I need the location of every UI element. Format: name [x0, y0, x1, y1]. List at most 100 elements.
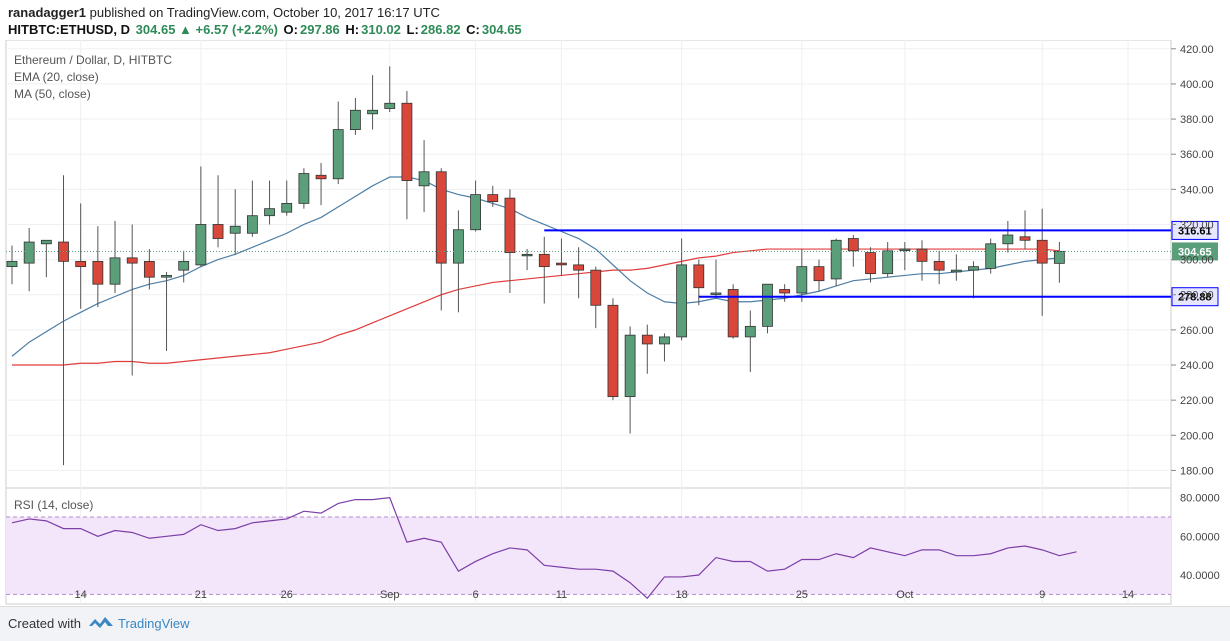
horizontal-levels[interactable]: 304.65 316.61 278.88	[6, 220, 1219, 307]
author-name[interactable]: ranadagger1	[8, 5, 87, 20]
tradingview-logo-icon[interactable]	[88, 614, 114, 632]
candle-body	[521, 253, 533, 257]
candle-body	[229, 225, 241, 234]
legend-ema: EMA (20, close)	[14, 70, 99, 84]
y-tick-label: 380.00	[1180, 114, 1214, 126]
axes: 180.00 200.00 220.00 240.00 260.00 280.00 300.…	[75, 44, 1220, 601]
candle-body	[92, 260, 104, 285]
candle-body	[1002, 234, 1014, 245]
candles	[6, 66, 1065, 466]
candle-body	[573, 264, 585, 271]
candle-body	[367, 109, 378, 115]
legend-rsi: RSI (14, close)	[14, 498, 93, 512]
level-label: 278.88	[1178, 292, 1212, 304]
candle-body	[865, 252, 876, 275]
x-tick-label: 25	[796, 589, 808, 601]
low-label: L:	[406, 22, 419, 37]
candle-body	[882, 250, 894, 275]
candle-body	[538, 253, 550, 268]
x-tick-label: 14	[1122, 589, 1134, 601]
candle-body	[418, 171, 430, 187]
candle-body	[950, 269, 962, 273]
grid	[6, 40, 1171, 604]
candle-body	[847, 238, 859, 252]
candle-body	[1019, 236, 1031, 241]
level-tag	[1171, 220, 1219, 240]
y-tick-label: 400.00	[1180, 79, 1214, 91]
y-tick-label: 340.00	[1180, 184, 1214, 196]
footer: Created with TradingView	[0, 606, 1230, 641]
price-change: 304.65 ▲ +6.57 (+2.2%)	[135, 22, 278, 37]
candle-body	[298, 173, 310, 204]
close-value: 304.65	[481, 22, 522, 37]
rsi-tick-label: 80.0000	[1180, 493, 1220, 505]
y-tick-label: 200.00	[1180, 430, 1214, 442]
ma50-line	[12, 248, 1060, 366]
candle-body	[453, 229, 464, 264]
level-label: 316.61	[1178, 225, 1212, 237]
low-value: 286.82	[420, 22, 461, 37]
publish-text: published on TradingView.com, October 10…	[89, 5, 440, 20]
candle-body	[40, 239, 52, 245]
candle-body	[161, 275, 172, 278]
candle-body	[435, 171, 447, 264]
y-tick-label: 180.00	[1180, 465, 1214, 477]
candle-body	[796, 266, 808, 294]
candle-body	[762, 283, 773, 327]
candle-body	[899, 248, 911, 251]
candle-body	[607, 304, 619, 398]
candle-body	[556, 262, 567, 266]
chart-area[interactable]: 304.65 316.61 278.88 180.00 200.00 220.00 240…	[0, 39, 1230, 640]
created-with-label: Created with	[8, 616, 81, 631]
close-label: C:	[466, 22, 480, 37]
candle-body	[75, 260, 87, 268]
level-tag	[1171, 287, 1219, 307]
ema20-line	[11, 176, 1060, 357]
candle-body	[332, 129, 344, 180]
candle-body	[212, 224, 224, 239]
symbol: HITBTC:ETHUSD, D	[8, 22, 131, 37]
candle-body	[6, 260, 18, 268]
candle-body	[246, 215, 258, 234]
x-tick-label: 6	[473, 589, 479, 601]
candle-body	[641, 334, 653, 345]
moving-averages	[11, 176, 1060, 366]
rsi-band	[6, 517, 1171, 595]
rsi-layer	[6, 497, 1171, 600]
candle-body	[281, 202, 293, 213]
publish-info: ranadagger1 published on TradingView.com…	[8, 5, 440, 20]
open-label: O:	[283, 22, 298, 37]
y-tick-label: 280.00	[1180, 290, 1214, 302]
candle-body	[1053, 251, 1065, 264]
y-tick-label: 420.00	[1180, 44, 1214, 56]
candle-body	[590, 269, 602, 306]
y-tick-label: 360.00	[1180, 149, 1214, 161]
candle-body	[779, 289, 791, 294]
candle-body	[744, 325, 756, 338]
last-price-tag	[1172, 242, 1218, 261]
y-tick-label: 260.00	[1180, 325, 1214, 337]
candle-body	[470, 194, 481, 231]
candle-body	[968, 266, 979, 271]
candle-body	[727, 289, 739, 338]
candle-body	[933, 260, 945, 271]
tradingview-brand-link[interactable]: TradingView	[118, 616, 190, 631]
candle-body	[676, 264, 688, 338]
candle-body	[916, 248, 928, 262]
candle-body	[143, 260, 155, 278]
y-tick-label: 220.00	[1180, 395, 1214, 407]
open-value: 297.86	[300, 22, 340, 37]
candle-body	[401, 102, 413, 181]
y-tick-label: 240.00	[1180, 360, 1214, 372]
candle-body	[178, 260, 190, 271]
candle-body	[830, 239, 842, 280]
y-tick-label: 320.00	[1180, 219, 1214, 231]
rsi-line	[11, 497, 1077, 600]
legend-title: Ethereum / Dollar, D, HITBTC	[14, 53, 172, 67]
rsi-tick-label: 60.0000	[1180, 531, 1220, 543]
candle-body	[693, 264, 705, 289]
price-chart[interactable]: 304.65 316.61 278.88 180.00 200.00 220.00 240…	[0, 39, 1230, 606]
high-label: H:	[345, 22, 360, 37]
x-tick-label: 14	[75, 589, 87, 601]
ohlc-bar: HITBTC:ETHUSD, D 304.65 ▲ +6.57 (+2.2%) …	[8, 22, 524, 37]
